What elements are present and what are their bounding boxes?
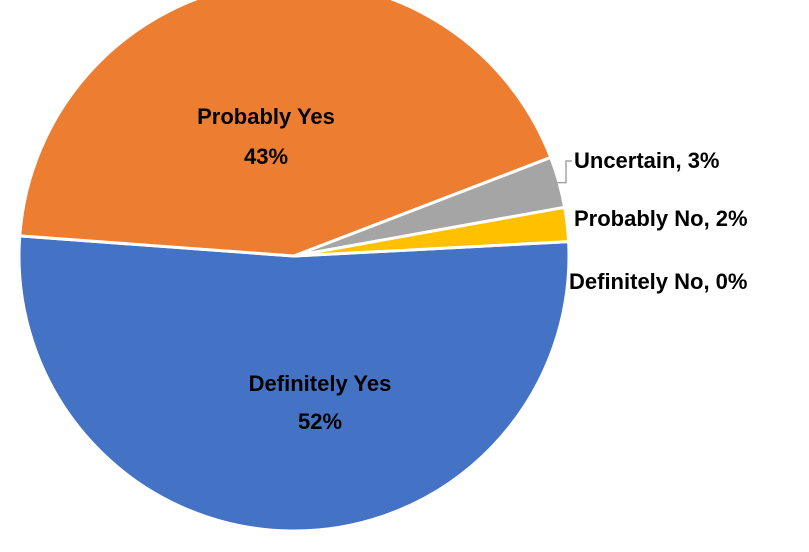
slice-label-value-definitely-yes: 52% [298, 409, 342, 434]
slice-label-name-probably-yes: Probably Yes [197, 104, 335, 129]
slice-label-value-probably-yes: 43% [244, 144, 288, 169]
leader-lines [556, 160, 572, 184]
pie-slices [17, 0, 571, 533]
pie-slice-probably-no [292, 205, 571, 258]
pie-slice-probably-yes [18, 0, 553, 258]
slice-label-uncertain: Uncertain, 3% [574, 148, 720, 173]
slice-label-definitely-no: Definitely No, 0% [569, 269, 747, 294]
slice-label-name-definitely-yes: Definitely Yes [249, 371, 392, 396]
slice-label-probably-no: Probably No, 2% [574, 206, 748, 231]
pie-slice-definitely-yes [17, 234, 571, 533]
leader-line-uncertain [556, 160, 572, 184]
